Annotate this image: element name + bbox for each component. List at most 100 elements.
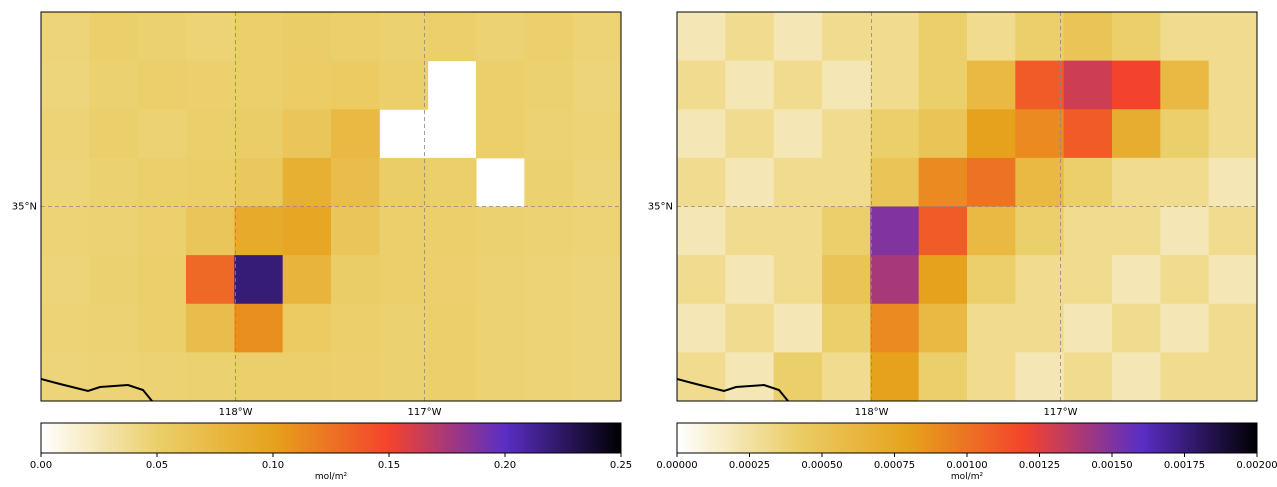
cell [918,109,968,159]
overlay: 118°W 117°W 35°N 0.00 0.05 0.10 0.15 0.20 0.25 mo… [12,11,1277,482]
cell [41,12,90,62]
cell [677,157,726,207]
cell [379,60,429,110]
cell [1112,12,1161,62]
cell [379,352,429,401]
cell [234,109,284,159]
cell [1160,303,1210,353]
cell [524,206,574,256]
colorbar [40,422,622,454]
cell [572,206,621,256]
cell [282,60,332,110]
cell [234,303,284,353]
cell [234,157,284,207]
cell [967,60,1016,110]
cell [773,109,823,159]
colorbar-tick-label: 0.00 [30,460,52,471]
cell [725,352,775,401]
cell [725,206,775,256]
cell [41,352,90,401]
cell [822,157,871,207]
coastline [41,378,153,401]
plot-frame [676,11,1258,402]
colorbar-tick-label: 0.05 [146,460,168,471]
cell [725,303,775,353]
cell [677,206,726,256]
cell [1063,206,1113,256]
coastline [677,378,789,401]
colorbar-tick-label: 0.15 [378,460,400,471]
cell [822,352,871,401]
x-tick-label: 118°W [855,407,889,418]
cell [524,60,574,110]
cell [427,255,477,305]
cell [1063,12,1113,62]
cell [524,255,574,305]
cell [331,352,380,401]
x-tick-label: 118°W [219,407,253,418]
cell [1015,109,1065,159]
cell [41,157,90,207]
cell [572,12,621,62]
cell [918,303,968,353]
cell [1063,60,1113,110]
y-tick-label: 35°N [12,202,37,213]
cell [89,12,139,62]
cell [282,352,332,401]
cell [870,255,920,305]
colorbar-tick-label: 0.00150 [1091,460,1132,471]
cell [773,303,823,353]
cell [1063,255,1113,305]
colorbar-tick-label: 0.20 [494,460,516,471]
cell [427,157,477,207]
cell [1208,255,1257,305]
colorbar-tick-label: 0.00125 [1019,460,1060,471]
x-tick-label: 117°W [408,407,442,418]
cell [967,12,1016,62]
x-tick-label: 117°W [1044,407,1078,418]
cell [282,12,332,62]
cell [282,206,332,256]
cell [524,303,574,353]
cell [282,255,332,305]
colorbar-tick-label: 0.00175 [1164,460,1205,471]
cell [476,255,525,305]
cell [677,352,726,401]
cell [1015,352,1065,401]
cell [1015,255,1065,305]
cell [524,157,574,207]
cell [572,109,621,159]
colorbar-tick-label: 0.00100 [946,460,987,471]
cell [773,60,823,110]
cell [427,303,477,353]
cell [89,303,139,353]
cell [725,109,775,159]
cell [234,352,284,401]
cell [282,109,332,159]
cell [137,352,187,401]
colorbar-tick-label: 0.25 [610,460,632,471]
cell [1160,157,1210,207]
cell [137,109,187,159]
cell [186,255,235,305]
cell [918,12,968,62]
cell [476,60,525,110]
cell [89,157,139,207]
cell [773,206,823,256]
cell [1160,206,1210,256]
cell [773,255,823,305]
cell [476,12,525,62]
colorbar-tick-label: 0.00050 [801,460,842,471]
cell [476,352,525,401]
cell [1112,255,1161,305]
cell [773,352,823,401]
cell [773,12,823,62]
cell [1160,60,1210,110]
cell [1208,206,1257,256]
cell [870,157,920,207]
cell [476,109,525,159]
cell [89,60,139,110]
cell [677,12,726,62]
cell [1063,303,1113,353]
